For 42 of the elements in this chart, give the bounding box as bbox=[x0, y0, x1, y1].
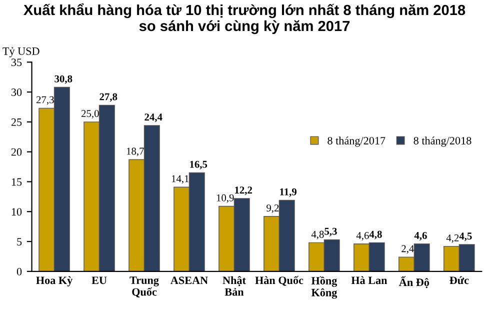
y-tick-label: 35 bbox=[11, 58, 22, 66]
x-tick-label: ASEAN bbox=[170, 276, 208, 284]
data-label: 4,5 bbox=[459, 232, 472, 242]
y-tick-label: 0 bbox=[16, 268, 22, 276]
data-label: 16,5 bbox=[190, 160, 208, 170]
x-tick-label: EU bbox=[92, 276, 107, 284]
y-tick-label: 25 bbox=[11, 118, 22, 126]
chart-title: Xuất khẩu hàng hóa từ 10 thị trường lớn nhất 8 tháng năm 2018 so sánh với cùng kỳ năm 2017 bbox=[24, 3, 466, 34]
data-label: 4,6 bbox=[414, 232, 427, 241]
data-label: 25,0 bbox=[81, 110, 99, 119]
y-tick-label: 20 bbox=[11, 148, 22, 156]
data-label: 18,7 bbox=[126, 148, 144, 156]
data-label: 5,3 bbox=[324, 228, 337, 236]
y-tick-label: 15 bbox=[12, 178, 22, 186]
data-label: 27,8 bbox=[100, 93, 118, 102]
data-label: 4,2 bbox=[446, 234, 459, 243]
data-label: 24,4 bbox=[144, 114, 162, 122]
data-label: 4,6 bbox=[356, 232, 369, 241]
y-axis-title: Tỷ USD bbox=[2, 47, 40, 58]
y-tick-label: 5 bbox=[17, 238, 22, 246]
data-label: 9,2 bbox=[266, 204, 279, 214]
x-tick-label: Hồng Kông bbox=[311, 276, 338, 299]
data-label: 12,2 bbox=[235, 186, 252, 196]
data-label: 27,3 bbox=[36, 96, 54, 105]
data-label: 4,8 bbox=[311, 230, 324, 240]
x-tick-label: Hoa Kỳ bbox=[36, 276, 73, 286]
data-label: 11,9 bbox=[280, 188, 296, 197]
data-label: 2,4 bbox=[402, 245, 414, 254]
data-label: 30,8 bbox=[54, 75, 72, 84]
x-tick-label: Trung Quốc bbox=[130, 276, 159, 298]
data-label: 14,1 bbox=[172, 175, 189, 184]
x-tick-label: Hà Lan bbox=[351, 276, 388, 284]
legend-label: 8 tháng/2018 bbox=[414, 136, 472, 147]
y-tick-label: 30 bbox=[11, 88, 22, 96]
x-tick-label: Ấn Độ bbox=[399, 276, 430, 288]
data-label: 10,9 bbox=[216, 194, 234, 203]
x-tick-label: Hàn Quốc bbox=[255, 276, 304, 286]
x-tick-label: Nhật Bản bbox=[222, 276, 246, 296]
y-tick-label: 10 bbox=[12, 208, 22, 216]
x-tick-label: Đức bbox=[450, 276, 469, 284]
data-label: 4,8 bbox=[369, 230, 382, 240]
legend-label: 8 tháng/2017 bbox=[328, 136, 386, 147]
